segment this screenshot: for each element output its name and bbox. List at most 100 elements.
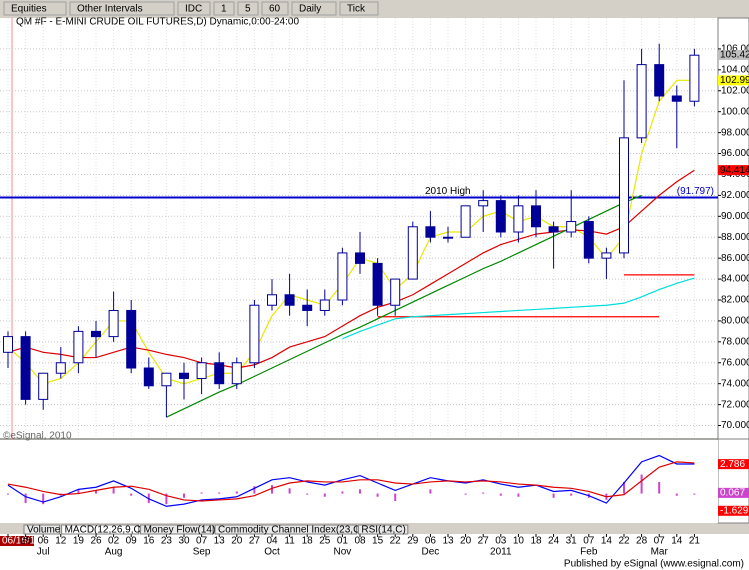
histogram-bar <box>235 491 238 494</box>
y-tick-label: 86.000 <box>721 253 749 264</box>
histogram-bar <box>341 491 344 494</box>
candle-body <box>355 252 365 264</box>
x-tick-label: 20 <box>231 536 243 547</box>
x-tick-label: 31 <box>566 536 578 547</box>
toolbar-label: 1 <box>221 4 227 15</box>
tab-label: MACD(12,26,9,C) <box>65 525 144 536</box>
candle-body <box>654 64 665 97</box>
candle-body <box>161 372 172 387</box>
price-tag <box>718 165 749 176</box>
candle-body <box>372 262 383 306</box>
y-tick-label: 100.000 <box>721 106 749 117</box>
toolbar-button[interactable] <box>69 1 175 16</box>
x-tick-label: 27 <box>478 536 490 547</box>
annotation: 2010 High <box>425 186 471 197</box>
histogram-bar <box>570 493 573 496</box>
x-tick-label: 06 <box>425 536 437 547</box>
x-tick-label: 16 <box>143 536 155 547</box>
candle-body <box>548 226 559 233</box>
x-tick-label: 27 <box>249 536 261 547</box>
x-tick-label: 08 <box>354 536 366 547</box>
candle-body <box>302 304 313 311</box>
histogram-bar <box>130 493 133 496</box>
candle-body <box>55 362 66 374</box>
footer-bar <box>0 558 749 570</box>
tab[interactable] <box>214 524 357 535</box>
tab[interactable] <box>357 524 409 535</box>
y-tick-label: 70.000 <box>721 420 749 431</box>
histogram-bar <box>95 490 97 494</box>
macd-tag <box>718 505 749 516</box>
candle-body <box>38 372 49 400</box>
toolbar-button[interactable] <box>291 1 337 16</box>
y-tick-label: 88.000 <box>721 232 749 243</box>
histogram-bar <box>693 493 696 495</box>
x-tick-label: 01 <box>337 536 349 547</box>
candle-body <box>126 309 137 369</box>
toolbar-label: Equities <box>11 4 47 15</box>
toolbar-button[interactable] <box>213 1 235 16</box>
overlay-line <box>7 169 695 369</box>
candle-body <box>443 236 453 239</box>
candle-body <box>619 137 629 254</box>
y-tick-label: 78.000 <box>721 336 749 347</box>
histogram-bar <box>165 493 168 505</box>
toolbar-button[interactable] <box>237 1 259 16</box>
toolbar-label: Tick <box>347 4 366 15</box>
x-tick-label: 15 <box>372 536 384 547</box>
histogram-bar <box>376 493 379 497</box>
candle-body <box>478 200 489 207</box>
candle-body <box>495 200 506 233</box>
toolbar-button[interactable] <box>261 1 289 16</box>
x-tick-label: 20 <box>460 536 472 547</box>
histogram-bar <box>200 492 203 494</box>
histogram-bar <box>183 493 185 498</box>
x-tick-label: 11 <box>284 536 295 547</box>
x-tick-label: 24 <box>548 536 560 547</box>
toolbar-button[interactable] <box>339 1 379 16</box>
histogram-bar <box>323 493 326 497</box>
tab-label: Money Flow(14) <box>144 525 216 536</box>
month-label: Sep <box>193 547 211 558</box>
y-tick-label: 102.000 <box>721 85 749 96</box>
tab-label: Commodity Channel Index(23,C) <box>218 525 364 536</box>
histogram-bar <box>482 492 485 494</box>
histogram-bar <box>517 493 520 497</box>
toolbar-button[interactable] <box>3 1 67 16</box>
macd-tag-label: -1.629 <box>720 505 749 516</box>
macd-tag <box>718 487 749 498</box>
overlay-line <box>166 194 642 418</box>
level-label: (91.797) <box>677 186 714 197</box>
x-tick-label: 25 <box>319 536 331 547</box>
toolbar-button[interactable] <box>177 1 211 16</box>
footer: Published by eSignal (www.esignal.com) <box>564 559 744 570</box>
time-axis <box>0 534 749 558</box>
histogram-bar <box>24 493 27 504</box>
candle-body <box>319 299 330 311</box>
month-label: Nov <box>334 547 352 558</box>
x-tick-label: 06 <box>38 536 50 547</box>
x-tick-label: 18 <box>302 536 314 547</box>
histogram-bar <box>464 493 467 495</box>
month-label: Aug <box>105 547 123 558</box>
histogram-bar <box>658 481 661 494</box>
y-tick-label: 98.000 <box>721 127 749 138</box>
y-tick-label: 104.000 <box>721 64 749 75</box>
overlay-line <box>7 79 695 385</box>
x-tick-label: 22 <box>390 536 402 547</box>
histogram-bar <box>77 489 80 494</box>
candle-body <box>425 226 436 238</box>
candle-body <box>284 294 295 306</box>
toolbar-label: 60 <box>269 4 281 15</box>
y-tick-label: 80.000 <box>721 316 749 327</box>
tab[interactable] <box>61 524 140 535</box>
histogram-bar <box>675 493 678 496</box>
candle-body <box>143 367 154 387</box>
histogram-bar <box>42 493 45 505</box>
tab[interactable] <box>23 524 61 535</box>
start-label: 06/16/10 <box>2 536 41 547</box>
tab[interactable] <box>140 524 214 535</box>
histogram-bar <box>640 474 643 494</box>
start-label-bg <box>0 536 34 546</box>
